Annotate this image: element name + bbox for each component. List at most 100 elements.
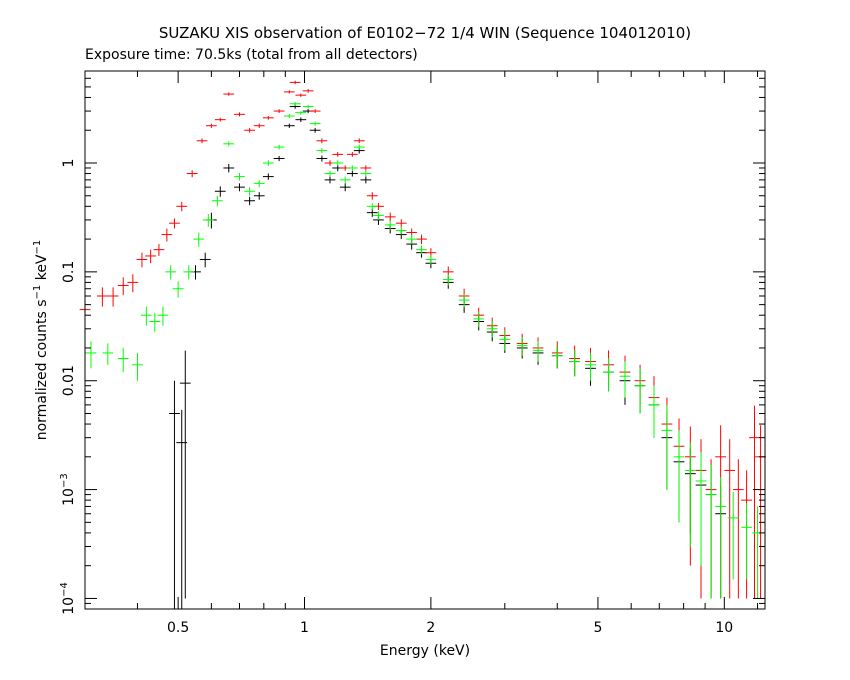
- data-point: [295, 117, 307, 123]
- data-point: [302, 89, 314, 93]
- data-point: [473, 311, 485, 328]
- data-point: [136, 252, 148, 268]
- y-axis-label-mid: keV: [34, 254, 50, 285]
- data-point: [283, 113, 295, 119]
- data-point: [752, 506, 763, 599]
- data-point: [244, 127, 256, 133]
- data-point: [705, 464, 717, 599]
- data-point: [149, 312, 161, 333]
- data-point: [127, 274, 139, 293]
- x-tick-label: 10: [715, 620, 733, 636]
- data-point: [202, 214, 214, 227]
- data-point: [223, 141, 235, 147]
- data-point: [107, 287, 119, 307]
- data-point: [384, 212, 396, 222]
- data-point: [603, 358, 614, 392]
- data-point: [140, 306, 152, 326]
- data-point: [302, 104, 314, 109]
- data-point: [384, 220, 396, 230]
- y-tick-label: 10−3: [59, 473, 77, 506]
- data-point: [499, 330, 511, 351]
- data-point: [214, 117, 226, 122]
- data-point: [395, 226, 407, 235]
- y-tick-label-exp: −4: [59, 582, 70, 597]
- data-point: [289, 101, 301, 106]
- x-tick-label: 5: [593, 620, 602, 636]
- data-point: [96, 287, 108, 307]
- data-point: [253, 179, 265, 188]
- y-tick-label-base: 0.1: [61, 261, 77, 283]
- data-point: [234, 183, 245, 192]
- data-point: [324, 176, 336, 184]
- data-point: [262, 173, 274, 180]
- series-2: [85, 101, 763, 599]
- series-0: [169, 104, 727, 609]
- data-point: [273, 109, 285, 113]
- data-point: [332, 160, 344, 166]
- data-point: [157, 306, 169, 326]
- data-point: [283, 123, 295, 128]
- y-axis-label-exp1: −1: [32, 285, 43, 300]
- data-point: [695, 452, 707, 566]
- data-point: [339, 183, 351, 192]
- data-point: [316, 155, 328, 162]
- data-point: [205, 212, 217, 229]
- y-tick-label-base: 10: [61, 597, 77, 615]
- x-tick-label: 1: [300, 620, 309, 636]
- data-point: [516, 337, 528, 356]
- y-tick-label-exp: −3: [59, 473, 70, 488]
- data-point: [244, 196, 256, 206]
- y-tick-label: 10−4: [59, 582, 77, 615]
- data-point: [295, 93, 307, 97]
- data-point: [253, 123, 265, 128]
- data-point: [117, 347, 129, 373]
- series-1: [79, 80, 766, 599]
- data-point: [715, 477, 727, 599]
- data-point: [416, 234, 427, 245]
- chart-title: SUZAKU XIS observation of E0102−72 1/4 W…: [159, 24, 691, 42]
- data-point: [619, 361, 631, 398]
- data-point: [724, 439, 736, 599]
- data-point: [211, 195, 223, 207]
- data-point: [295, 110, 307, 115]
- data-point: [360, 176, 372, 184]
- data-point: [169, 218, 180, 229]
- plot-frame: [84, 70, 766, 610]
- data-point: [183, 265, 195, 280]
- data-point: [196, 138, 208, 144]
- data-point: [179, 350, 191, 599]
- data-point: [346, 152, 358, 157]
- data-point: [244, 187, 256, 196]
- data-point: [214, 186, 226, 197]
- x-tick-label: 2: [426, 620, 435, 636]
- data-point: [190, 265, 201, 280]
- data-point: [661, 404, 673, 490]
- data-point: [316, 138, 328, 144]
- data-point: [283, 90, 295, 94]
- data-point: [749, 405, 760, 599]
- data-point: [172, 281, 184, 298]
- data-layer: [79, 80, 766, 609]
- data-point: [442, 274, 454, 286]
- data-point: [585, 352, 596, 381]
- data-point: [199, 252, 211, 268]
- data-point: [569, 350, 581, 377]
- data-point: [234, 112, 245, 117]
- data-point: [273, 144, 285, 150]
- x-axis-label: Energy (keV): [380, 643, 470, 659]
- data-point: [186, 170, 198, 178]
- chart-subtitle: Exposure time: 70.5ks (total from all de…: [85, 47, 418, 63]
- y-tick-label: 0.1: [61, 261, 77, 283]
- data-point: [353, 144, 365, 150]
- data-point: [346, 165, 358, 171]
- data-point: [346, 170, 358, 177]
- data-point: [102, 343, 114, 365]
- data-point: [324, 170, 336, 177]
- data-point: [309, 121, 321, 126]
- data-point: [339, 176, 351, 184]
- data-point: [532, 341, 544, 362]
- data-point: [360, 170, 372, 177]
- y-axis-label-main: normalized counts s: [34, 299, 50, 440]
- y-axis-label-exp2: −1: [32, 240, 43, 255]
